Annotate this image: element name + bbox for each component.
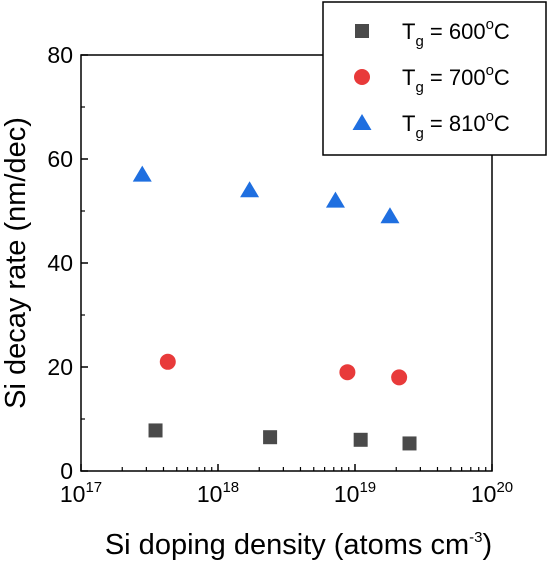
x-tick-label: 1019 [334,479,376,507]
data-point-triangle [240,181,260,198]
data-point-circle [339,364,356,381]
x-axis-title: Si doping density (atoms cm-3) [105,529,492,561]
data-point-circle [391,369,408,386]
data-point-square [402,436,417,451]
y-tick-label: 0 [60,458,73,484]
data-point-triangle [325,191,345,208]
y-tick-label: 20 [47,354,73,380]
data-point-square [353,432,368,447]
y-tick-label: 60 [47,146,73,172]
x-tick-label: 1017 [60,479,102,507]
legend-marker-circle [354,69,370,85]
legend-label: Tg = 700oC [402,62,510,96]
data-point-triangle [132,165,152,182]
legend: Tg = 600oC Tg = 700oC Tg = 810oC [322,1,547,156]
data-marks [132,165,417,451]
x-tick-label: 1018 [197,479,239,507]
legend-marker-triangle [352,114,372,130]
legend-label: Tg = 600oC [402,16,510,50]
legend-marker-square [355,24,369,38]
y-tick-label: 80 [47,42,73,68]
data-point-triangle [380,207,400,224]
y-tick-label: 40 [47,250,73,276]
data-point-square [148,423,163,438]
data-point-circle [159,353,176,370]
x-tick-label: 1020 [471,479,513,507]
legend-label: Tg = 810oC [402,108,510,142]
y-axis-title: Si decay rate (nm/dec) [0,117,32,409]
axes: 0 20 40 60 80 1017 1018 1019 1020 Si doping densi… [0,42,513,561]
data-point-square [263,430,278,445]
